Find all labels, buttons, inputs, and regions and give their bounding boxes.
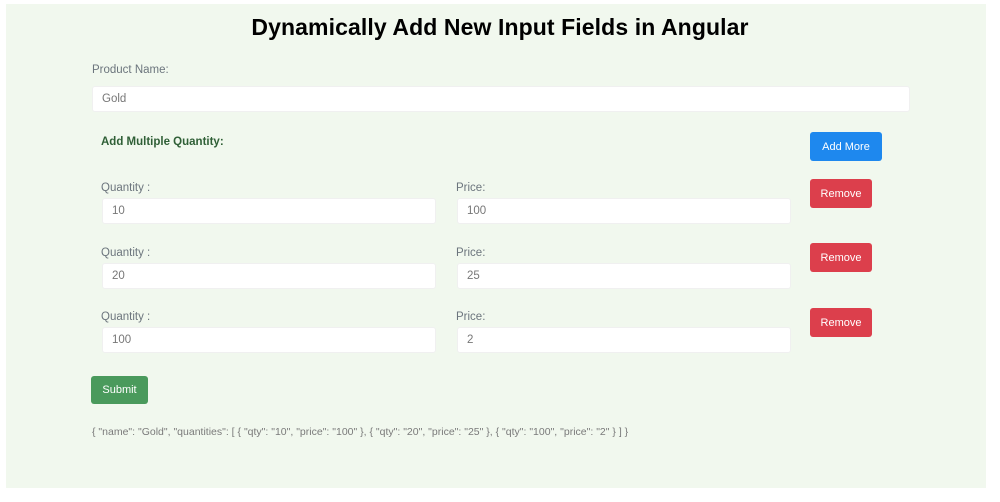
remove-button[interactable]: Remove	[810, 179, 872, 208]
product-name-input[interactable]	[92, 86, 910, 112]
quantity-input[interactable]	[102, 198, 436, 224]
form-output-json: { "name": "Gold", "quantities": [ { "qty…	[92, 426, 629, 438]
quantity-label: Quantity :	[101, 182, 151, 194]
price-label: Price:	[456, 311, 486, 323]
add-more-button[interactable]: Add More	[810, 132, 882, 161]
page-title: Dynamically Add New Input Fields in Angu…	[251, 14, 749, 40]
price-input[interactable]	[457, 327, 791, 353]
remove-button[interactable]: Remove	[810, 308, 872, 337]
quantity-label: Quantity :	[101, 247, 151, 259]
price-input[interactable]	[457, 198, 791, 224]
add-quantity-heading: Add Multiple Quantity:	[101, 136, 224, 148]
product-name-label: Product Name:	[92, 64, 169, 76]
submit-button[interactable]: Submit	[91, 376, 148, 404]
remove-button[interactable]: Remove	[810, 243, 872, 272]
quantity-input[interactable]	[102, 327, 436, 353]
price-label: Price:	[456, 247, 486, 259]
quantity-label: Quantity :	[101, 311, 151, 323]
price-label: Price:	[456, 182, 486, 194]
quantity-input[interactable]	[102, 263, 436, 289]
price-input[interactable]	[457, 263, 791, 289]
